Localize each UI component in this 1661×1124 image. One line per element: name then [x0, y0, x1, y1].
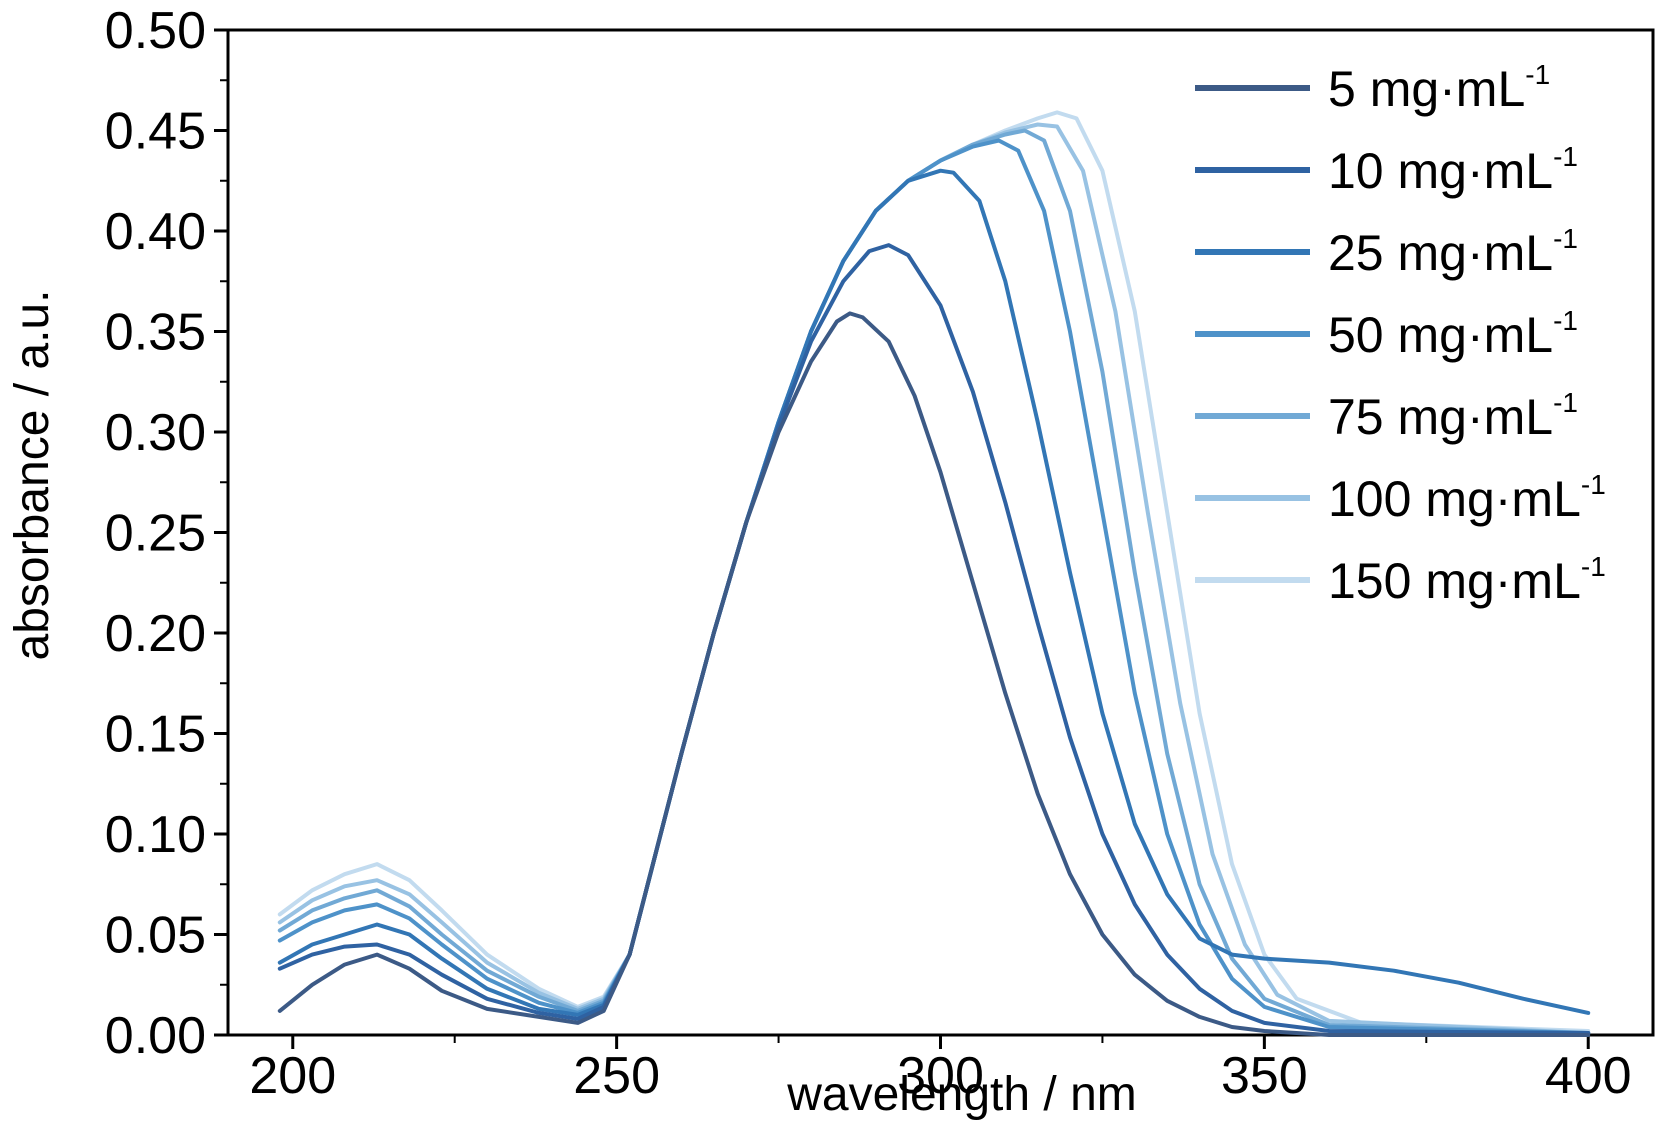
legend-label-superscript: -1	[1581, 469, 1606, 500]
y-tick-label: 0.35	[105, 304, 206, 362]
y-tick-label: 0.00	[105, 1007, 206, 1065]
y-tick-label: 0.40	[105, 203, 206, 261]
y-tick-label: 0.45	[105, 103, 206, 161]
legend-label: 50 mg·mL-1	[1328, 305, 1578, 363]
series-line	[277, 311, 1591, 1037]
x-tick-label: 250	[573, 1047, 660, 1105]
series-line	[277, 168, 1591, 1017]
legend-label-text: 150 mg·mL	[1328, 553, 1581, 609]
y-tick-label: 0.05	[105, 907, 206, 965]
y-tick-label: 0.30	[105, 404, 206, 462]
legend-label-superscript: -1	[1525, 59, 1550, 90]
y-axis-ticks: 0.00 0.05 0.10 0.15 0.20 0.25 0.30 0.35 0.40 0.45…	[105, 2, 228, 1065]
x-axis-ticks: 200 250 300 350 400	[249, 1035, 1632, 1105]
x-tick-label: 400	[1545, 1047, 1632, 1105]
legend-label-text: 5 mg·mL	[1328, 61, 1525, 117]
legend-label: 10 mg·mL-1	[1328, 141, 1578, 199]
legend-label-superscript: -1	[1553, 387, 1578, 418]
legend-label-text: 75 mg·mL	[1328, 389, 1553, 445]
y-tick-label: 0.15	[105, 706, 206, 764]
x-tick-label: 300	[897, 1047, 984, 1105]
legend-label-text: 25 mg·mL	[1328, 225, 1553, 281]
x-tick-label: 200	[249, 1047, 336, 1105]
legend-label: 100 mg·mL-1	[1328, 469, 1606, 527]
legend-label: 75 mg·mL-1	[1328, 387, 1578, 445]
x-axis-label: wavelength / nm	[786, 1068, 1137, 1121]
series-lines	[277, 110, 1591, 1037]
y-tick-label: 0.50	[105, 2, 206, 60]
legend-label-superscript: -1	[1581, 551, 1606, 582]
legend: 5 mg·mL-110 mg·mL-125 mg·mL-150 mg·mL-17…	[1195, 59, 1606, 609]
legend-label-superscript: -1	[1553, 223, 1578, 254]
legend-label-superscript: -1	[1553, 305, 1578, 336]
legend-label: 25 mg·mL-1	[1328, 223, 1578, 281]
y-tick-label: 0.10	[105, 806, 206, 864]
x-tick-label: 350	[1221, 1047, 1308, 1105]
legend-label-text: 50 mg·mL	[1328, 307, 1553, 363]
y-tick-label: 0.20	[105, 605, 206, 663]
legend-label-text: 10 mg·mL	[1328, 143, 1553, 199]
y-tick-label: 0.25	[105, 505, 206, 563]
legend-label-superscript: -1	[1553, 141, 1578, 172]
legend-label: 150 mg·mL-1	[1328, 551, 1606, 609]
y-axis-label: absorbance / a.u.	[6, 290, 59, 661]
series-line	[277, 243, 1591, 1035]
legend-label-text: 100 mg·mL	[1328, 471, 1581, 527]
legend-label: 5 mg·mL-1	[1328, 59, 1550, 117]
